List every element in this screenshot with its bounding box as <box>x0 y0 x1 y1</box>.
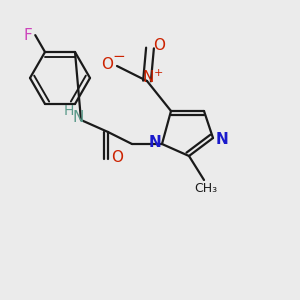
Text: +: + <box>154 68 163 78</box>
Text: H: H <box>64 104 74 118</box>
Text: N: N <box>143 70 154 86</box>
Text: N: N <box>73 110 84 124</box>
Text: N: N <box>148 135 161 150</box>
Text: −: − <box>112 50 125 64</box>
Text: N: N <box>216 132 228 147</box>
Text: CH₃: CH₃ <box>194 182 217 196</box>
Text: O: O <box>153 38 165 53</box>
Text: O: O <box>112 150 124 165</box>
Text: O: O <box>101 57 113 72</box>
Text: F: F <box>23 28 32 43</box>
